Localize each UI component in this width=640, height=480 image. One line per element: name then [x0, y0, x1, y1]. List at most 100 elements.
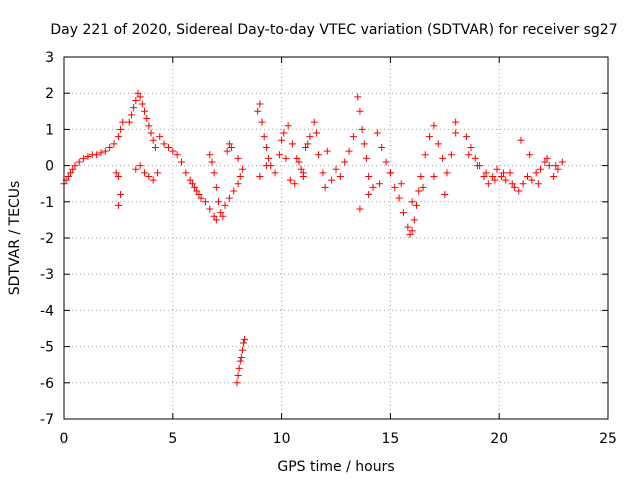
grid-lines — [64, 57, 608, 419]
data-point — [233, 379, 241, 387]
data-point — [471, 154, 479, 162]
data-point — [119, 118, 127, 126]
data-point — [545, 162, 553, 170]
data-point — [254, 107, 262, 115]
data-point — [145, 122, 153, 130]
data-point — [80, 154, 88, 162]
data-point — [256, 100, 264, 108]
data-point — [362, 154, 370, 162]
data-point — [382, 158, 390, 166]
data-point — [452, 118, 460, 126]
data-point — [106, 144, 114, 151]
data-point — [130, 104, 138, 112]
data-point — [186, 176, 194, 184]
data-point — [97, 149, 105, 157]
data-point — [417, 172, 425, 180]
data-point — [408, 227, 416, 235]
data-point — [319, 169, 327, 177]
data-point — [241, 335, 249, 343]
data-point — [110, 140, 118, 148]
data-point — [228, 144, 236, 151]
data-point — [543, 154, 551, 162]
data-point — [225, 194, 233, 202]
data-point — [221, 201, 229, 209]
data-point — [443, 169, 451, 177]
data-point — [419, 183, 427, 191]
data-point — [391, 183, 399, 191]
data-point — [212, 216, 220, 224]
data-point — [288, 140, 296, 148]
data-point — [156, 133, 164, 141]
data-point — [360, 140, 368, 148]
data-point — [430, 172, 438, 180]
data-point — [127, 111, 135, 119]
x-tick-labels: 0 5 10 15 20 25 — [60, 431, 617, 447]
data-point — [258, 118, 266, 126]
data-point — [114, 201, 122, 209]
data-point — [235, 364, 243, 372]
data-point — [508, 180, 516, 188]
data-point — [497, 172, 505, 180]
data-point — [169, 147, 177, 155]
data-point — [376, 180, 384, 188]
data-point — [558, 158, 566, 166]
data-point — [341, 158, 349, 166]
data-point — [149, 176, 157, 184]
data-point — [210, 212, 218, 220]
data-point — [349, 133, 357, 141]
y-tick-label: 2 — [45, 86, 54, 102]
x-tick-label: 25 — [599, 431, 617, 447]
data-point — [225, 140, 233, 148]
data-point — [439, 154, 447, 162]
data-point — [143, 115, 151, 123]
data-point — [441, 191, 449, 199]
data-point — [489, 172, 497, 180]
data-point — [282, 154, 290, 162]
y-tick-label: 1 — [45, 122, 54, 138]
y-tick-label: -3 — [40, 267, 54, 283]
data-point — [302, 144, 310, 151]
data-point — [206, 151, 214, 159]
data-point — [75, 158, 83, 166]
data-point — [315, 151, 323, 159]
data-point — [114, 172, 122, 180]
data-point — [240, 339, 248, 347]
data-point — [332, 165, 340, 173]
data-point — [365, 172, 373, 180]
data-point — [84, 153, 92, 161]
x-tick-label: 10 — [273, 431, 291, 447]
data-point — [408, 198, 416, 206]
data-point — [284, 122, 292, 130]
data-point — [145, 172, 153, 180]
data-point — [141, 169, 149, 177]
data-point — [467, 144, 475, 151]
y-tick-label: -1 — [40, 195, 54, 211]
y-tick-label: -7 — [40, 412, 54, 428]
data-point — [234, 154, 242, 162]
data-point — [286, 176, 294, 184]
x-tick-label: 5 — [168, 431, 177, 447]
x-axis-label: GPS time / hours — [277, 459, 394, 475]
data-point — [299, 169, 307, 177]
data-point — [447, 151, 455, 159]
data-point — [93, 151, 101, 159]
data-point — [132, 165, 140, 173]
data-point — [275, 151, 283, 159]
data-point — [323, 147, 331, 155]
data-point — [321, 183, 329, 191]
data-point — [234, 372, 242, 380]
data-point — [293, 154, 301, 162]
y-tick-label: 3 — [45, 50, 54, 66]
data-point — [136, 93, 144, 101]
data-point — [132, 96, 140, 104]
data-point — [345, 147, 353, 155]
data-point — [373, 129, 381, 137]
data-point — [236, 357, 244, 365]
data-point — [306, 133, 314, 141]
data-point — [69, 165, 77, 173]
data-point — [404, 223, 412, 231]
data-point — [526, 151, 534, 159]
data-point — [354, 93, 362, 101]
y-tick-label: -2 — [40, 231, 54, 247]
